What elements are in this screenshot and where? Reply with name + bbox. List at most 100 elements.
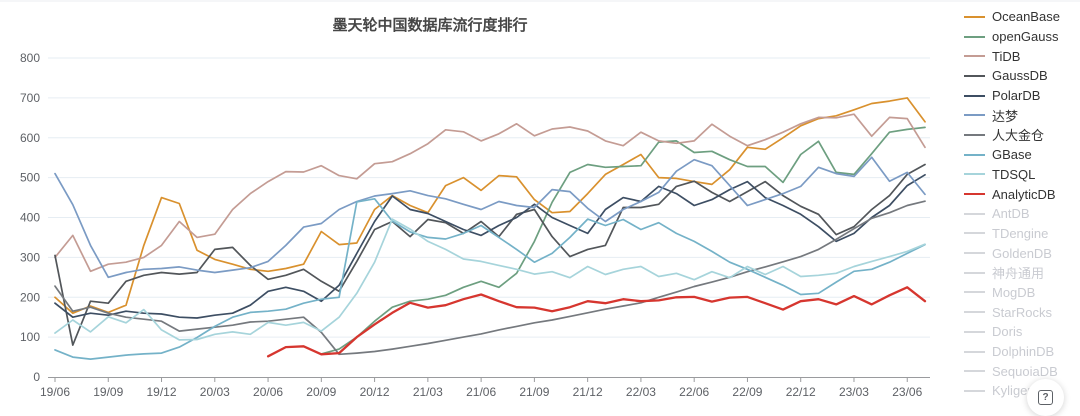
legend-swatch	[964, 311, 985, 314]
legend-item-GaussDB[interactable]: GaussDB	[964, 66, 1078, 86]
y-axis-label: 0	[33, 370, 40, 384]
legend-swatch	[964, 232, 985, 235]
legend-item-DolphinDB[interactable]: DolphinDB	[964, 342, 1078, 362]
legend-swatch	[964, 153, 985, 156]
legend-swatch	[964, 173, 985, 176]
legend-swatch	[964, 55, 985, 58]
legend-swatch	[964, 35, 985, 38]
legend-item-GBase[interactable]: GBase	[964, 145, 1078, 165]
legend-swatch	[964, 330, 985, 333]
legend-label: DolphinDB	[992, 344, 1055, 360]
series-line-PolarDB	[54, 173, 926, 319]
x-axis-label: 23/06	[892, 385, 922, 399]
legend-item-OceanBase[interactable]: OceanBase	[964, 7, 1078, 27]
legend-item-TDSQL[interactable]: TDSQL	[964, 165, 1078, 185]
x-axis-label: 22/09	[732, 385, 762, 399]
x-axis-label: 21/12	[573, 385, 603, 399]
y-axis-label: 600	[20, 131, 40, 145]
legend-swatch	[964, 133, 985, 136]
x-axis-label: 22/12	[786, 385, 816, 399]
x-axis-label: 22/03	[626, 385, 656, 399]
legend-label: TDSQL	[992, 166, 1036, 182]
legend-swatch	[964, 389, 985, 392]
legend-item-达梦[interactable]: 达梦	[964, 105, 1078, 125]
legend-item-StarRocks[interactable]: StarRocks	[964, 302, 1078, 322]
legend-item-AnalyticDB[interactable]: AnalyticDB	[964, 184, 1078, 204]
x-axis-label: 20/03	[200, 385, 230, 399]
legend-label: Doris	[992, 324, 1023, 340]
x-axis-label: 20/12	[360, 385, 390, 399]
legend-label: MogDB	[992, 284, 1036, 300]
legend-item-SequoiaDB[interactable]: SequoiaDB	[964, 361, 1078, 381]
y-axis-label: 500	[20, 171, 40, 185]
series-line-openGauss	[320, 126, 926, 355]
series-line-GBase	[54, 197, 926, 360]
legend-label: PolarDB	[992, 88, 1041, 104]
x-axis-label: 19/12	[147, 385, 177, 399]
chart-title: 墨天轮中国数据库流行度排行	[332, 17, 528, 34]
top-edge-divider	[0, 0, 1080, 2]
legend-item-PolarDB[interactable]: PolarDB	[964, 86, 1078, 106]
series-line-AnalyticDB	[266, 286, 927, 358]
legend-label: SequoiaDB	[992, 363, 1058, 379]
legend-label: StarRocks	[992, 304, 1052, 320]
series-line-GaussDB	[54, 163, 926, 346]
legend-swatch	[964, 15, 985, 18]
legend-label: 达梦	[992, 108, 1019, 124]
legend-item-TiDB[interactable]: TiDB	[964, 46, 1078, 66]
legend-swatch	[964, 252, 985, 255]
question-mark-icon: ?	[1038, 390, 1053, 405]
series-line-TiDB	[54, 113, 926, 273]
x-axis-label: 19/06	[40, 385, 70, 399]
legend-swatch	[964, 291, 985, 294]
series-line-人大金仓	[54, 200, 926, 356]
legend-swatch	[964, 370, 985, 373]
help-button[interactable]: ?	[1027, 379, 1064, 416]
legend-swatch	[964, 212, 985, 215]
legend-label: openGauss	[992, 29, 1059, 45]
x-axis-label: 21/06	[466, 385, 496, 399]
legend: OceanBase openGauss TiDB GaussDB PolarDB 达梦人大…	[964, 7, 1078, 401]
series-line-OceanBase	[54, 97, 926, 315]
legend-item-人大金仓[interactable]: 人大金仓	[964, 125, 1078, 145]
legend-label: 神舟通用	[992, 266, 1045, 282]
legend-swatch	[964, 350, 985, 353]
y-axis-label: 200	[20, 290, 40, 304]
y-axis-label: 300	[20, 250, 40, 264]
legend-swatch	[964, 74, 985, 77]
x-axis-label: 22/06	[679, 385, 709, 399]
y-axis-label: 800	[20, 51, 40, 65]
legend-label: GBase	[992, 147, 1032, 163]
legend-item-神舟通用[interactable]: 神舟通用	[964, 263, 1078, 283]
legend-swatch	[964, 271, 985, 274]
legend-item-AntDB[interactable]: AntDB	[964, 204, 1078, 224]
legend-label: 人大金仓	[992, 128, 1045, 144]
x-axis-label: 20/06	[253, 385, 283, 399]
legend-swatch	[964, 193, 985, 196]
legend-label: OceanBase	[992, 9, 1060, 25]
legend-label: GoldenDB	[992, 245, 1052, 261]
legend-label: TDengine	[992, 225, 1049, 241]
legend-item-TDengine[interactable]: TDengine	[964, 224, 1078, 244]
series-line-达梦	[54, 156, 926, 279]
legend-item-GoldenDB[interactable]: GoldenDB	[964, 243, 1078, 263]
legend-label: AntDB	[992, 206, 1030, 222]
y-axis-label: 400	[20, 211, 40, 225]
legend-item-openGauss[interactable]: openGauss	[964, 27, 1078, 47]
x-axis-label: 21/03	[413, 385, 443, 399]
legend-label: AnalyticDB	[992, 186, 1056, 202]
legend-label: GaussDB	[992, 68, 1048, 84]
y-axis-label: 700	[20, 91, 40, 105]
x-axis-label: 23/03	[839, 385, 869, 399]
legend-item-MogDB[interactable]: MogDB	[964, 283, 1078, 303]
legend-swatch	[964, 94, 985, 97]
legend-item-Doris[interactable]: Doris	[964, 322, 1078, 342]
legend-swatch	[964, 114, 985, 117]
x-axis-label: 21/09	[519, 385, 549, 399]
x-axis-label: 19/09	[93, 385, 123, 399]
x-axis-label: 20/09	[306, 385, 336, 399]
series-line-TDSQL	[54, 218, 926, 341]
y-axis-label: 100	[20, 330, 40, 344]
